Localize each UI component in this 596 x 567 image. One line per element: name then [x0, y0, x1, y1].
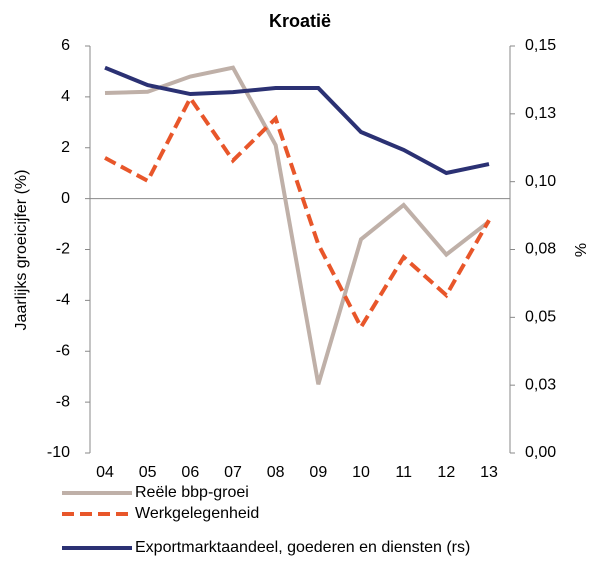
x-tick-label: 13	[480, 464, 498, 481]
x-tick-label: 08	[267, 464, 285, 481]
legend-label: Exportmarktaandeel, goederen en diensten…	[135, 539, 470, 556]
y-tick-label: -10	[47, 444, 70, 461]
y2-tick-label: 0,03	[525, 376, 556, 393]
legend-label: Reële bbp-groei	[135, 484, 249, 501]
x-tick-label: 10	[352, 464, 370, 481]
y-tick-label: -4	[56, 292, 70, 309]
y2-tick-label: 0,08	[525, 241, 556, 258]
y-tick-label: 4	[61, 88, 70, 105]
y2-tick-label: 0,05	[525, 309, 556, 326]
y-tick-label: -8	[56, 393, 70, 410]
y2-tick-label: 0,10	[525, 173, 556, 190]
y-axis-label: Jaarlijks groeicijfer (%)	[13, 170, 30, 331]
y2-tick-label: 0,13	[525, 105, 556, 122]
y-tick-label: 6	[61, 37, 70, 54]
x-tick-label: 05	[139, 464, 157, 481]
legend-label: Werkgelegenheid	[135, 505, 259, 522]
y2-tick-label: 0,00	[525, 444, 556, 461]
x-tick-label: 06	[181, 464, 199, 481]
x-tick-label: 09	[309, 464, 327, 481]
x-tick-label: 11	[395, 464, 412, 481]
y-tick-label: -6	[56, 342, 70, 359]
y-tick-label: 2	[61, 139, 70, 156]
series-line	[104, 94, 491, 332]
x-tick-label: 12	[437, 464, 455, 481]
y2-tick-label: 0,15	[525, 37, 556, 54]
chart-title: Kroatië	[269, 11, 331, 31]
y2-axis-label: %	[573, 243, 590, 257]
y-tick-label: 0	[61, 190, 70, 207]
x-tick-label: 04	[96, 464, 114, 481]
series-line	[104, 65, 491, 385]
x-tick-label: 07	[224, 464, 242, 481]
series-line	[104, 65, 490, 176]
y-tick-label: -2	[56, 241, 70, 258]
